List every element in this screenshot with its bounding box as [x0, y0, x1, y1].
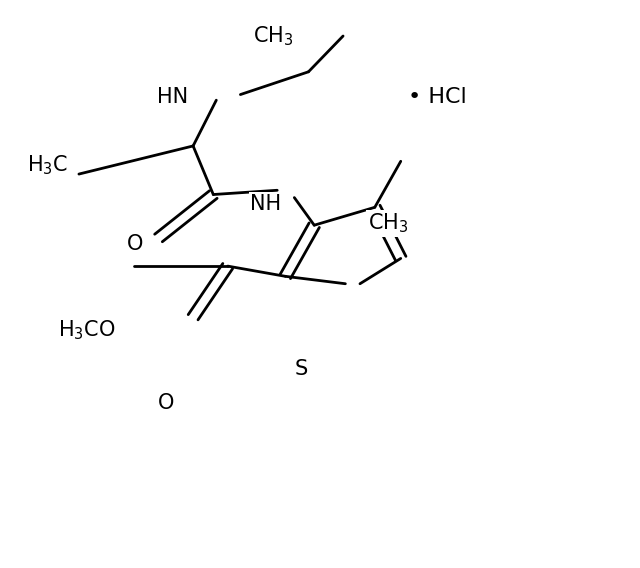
Text: CH$_3$: CH$_3$	[367, 211, 408, 235]
Text: S: S	[294, 360, 308, 379]
Text: H$_3$CO: H$_3$CO	[58, 318, 116, 342]
Text: HN: HN	[157, 87, 188, 107]
Text: • HCl: • HCl	[408, 87, 467, 107]
Text: NH: NH	[250, 194, 282, 214]
Text: H$_3$C: H$_3$C	[27, 153, 68, 177]
Text: O: O	[158, 393, 175, 414]
Text: O: O	[127, 233, 143, 253]
Text: CH$_3$: CH$_3$	[253, 25, 294, 48]
